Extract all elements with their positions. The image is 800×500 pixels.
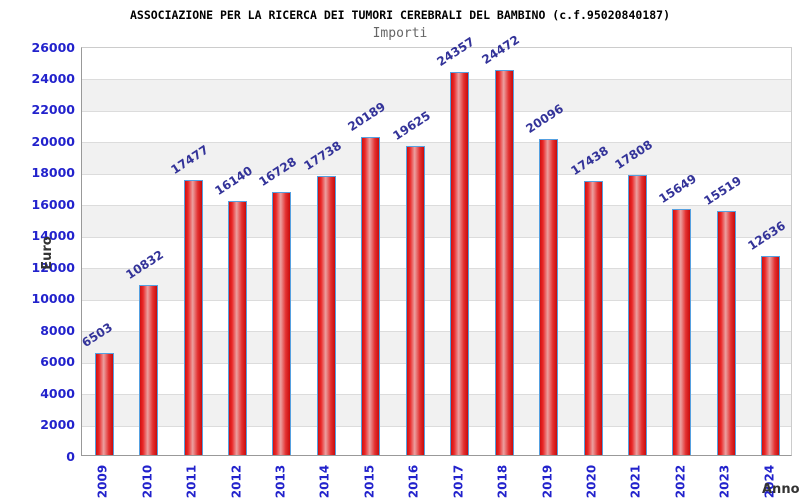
y-axis-title: Euro — [40, 236, 55, 270]
gridline — [82, 173, 791, 175]
y-tick-label: 6000 — [40, 354, 75, 370]
x-tick-label-2018: 2018 — [495, 464, 510, 499]
x-tick-label-2023: 2023 — [717, 464, 732, 499]
y-tick-label: 24000 — [31, 70, 76, 86]
gridline — [82, 394, 791, 396]
bar-value-label: 15649 — [656, 171, 700, 206]
y-tick-label: 18000 — [31, 165, 76, 181]
bar-2016 — [405, 146, 425, 455]
y-tick-label: 2000 — [40, 417, 75, 433]
x-tick-label-2019: 2019 — [540, 464, 555, 499]
bar-2019 — [539, 138, 559, 455]
x-tick-label-2021: 2021 — [628, 464, 643, 499]
y-tick-label: 12000 — [31, 259, 76, 275]
y-tick-label: 26000 — [31, 39, 76, 55]
y-tick-label: 8000 — [40, 322, 75, 338]
gridline — [82, 79, 791, 81]
gridline — [82, 425, 791, 427]
y-tick-label: 20000 — [31, 133, 76, 149]
x-tick-label-2012: 2012 — [229, 464, 244, 499]
gridline — [82, 205, 791, 207]
gridline — [82, 110, 791, 112]
bar-2011 — [183, 180, 203, 455]
chart-subtitle: Importi — [372, 26, 428, 41]
bar-value-label: 19625 — [390, 108, 433, 144]
bar-2014 — [316, 175, 336, 455]
gridline — [82, 362, 791, 364]
y-tick-label: 16000 — [31, 196, 76, 212]
x-tick-label-2016: 2016 — [406, 464, 421, 499]
bar-2017 — [450, 71, 470, 455]
y-tick-label: 14000 — [31, 228, 76, 244]
plot-area: 6503 10832 17477 16140 16728 17738 20189 19625 2… — [79, 33, 792, 456]
x-tick-label-2011: 2011 — [184, 464, 199, 499]
gridline — [82, 268, 791, 270]
x-axis-title: Anno — [762, 482, 800, 497]
gridline — [82, 236, 791, 238]
background-band — [82, 142, 791, 174]
x-tick-label-2015: 2015 — [362, 464, 377, 499]
gridline — [82, 299, 791, 301]
x-tick-label-2014: 2014 — [317, 464, 332, 499]
x-tick-label-2010: 2010 — [140, 464, 155, 499]
y-tick-label: 10000 — [31, 291, 76, 307]
bar-2024 — [761, 256, 781, 455]
x-tick-label-2017: 2017 — [451, 464, 466, 499]
x-tick-label-2022: 2022 — [673, 464, 688, 499]
bar-2013 — [272, 191, 292, 455]
gridline — [82, 142, 791, 144]
background-band — [82, 79, 791, 111]
y-tick-label: 0 — [66, 448, 75, 464]
bar-2015 — [361, 137, 381, 455]
bar-2021 — [627, 174, 647, 455]
bar-2020 — [583, 180, 603, 455]
x-tick-label-2013: 2013 — [273, 464, 288, 499]
y-tick-label: 4000 — [40, 385, 75, 401]
bar-2010 — [139, 284, 159, 455]
x-tick-label-2009: 2009 — [95, 464, 110, 499]
bar-2009 — [94, 352, 114, 455]
chart-title: ASSOCIAZIONE PER LA RICERCA DEI TUMORI C… — [129, 8, 671, 22]
bar-2018 — [494, 70, 514, 455]
y-tick-label: 22000 — [31, 102, 76, 118]
bar-2023 — [716, 210, 736, 455]
bar-2022 — [672, 208, 692, 455]
bar-2012 — [228, 201, 248, 455]
x-tick-label-2020: 2020 — [584, 464, 599, 499]
bar-value-label: 15519 — [701, 173, 744, 208]
gridline — [82, 331, 791, 333]
